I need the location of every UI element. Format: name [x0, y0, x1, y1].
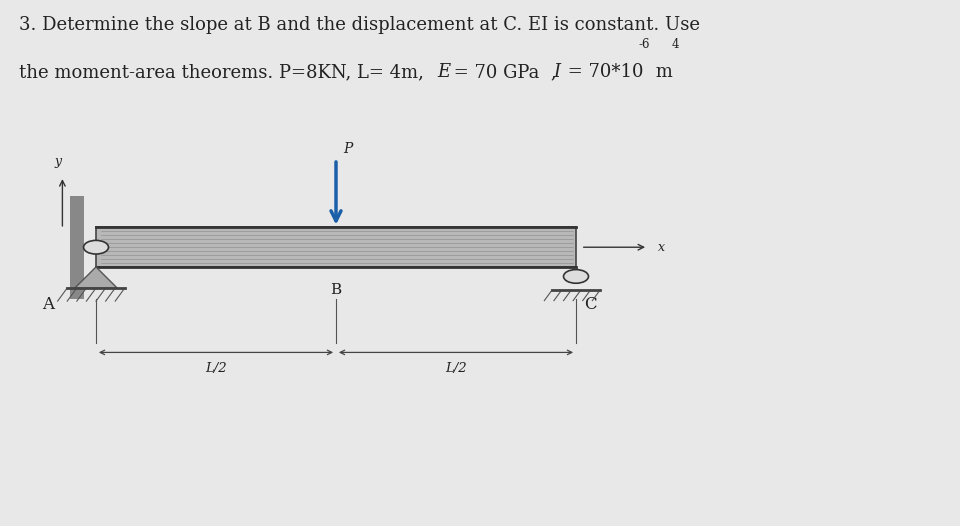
Text: I: I [553, 63, 560, 81]
Text: L/2: L/2 [445, 362, 467, 375]
Text: C: C [584, 296, 596, 313]
Circle shape [84, 240, 108, 254]
Text: 4: 4 [672, 38, 680, 51]
Text: the moment-area theorems. P=8KN, L= 4m,: the moment-area theorems. P=8KN, L= 4m, [19, 63, 436, 81]
Text: E: E [437, 63, 450, 81]
Text: B: B [330, 283, 342, 297]
Text: L/2: L/2 [205, 362, 227, 375]
Text: = 70 GPa  ,: = 70 GPa , [448, 63, 557, 81]
Text: y: y [54, 155, 61, 168]
Text: A: A [42, 296, 54, 313]
Text: -6: -6 [638, 38, 650, 51]
Bar [70, 196, 84, 298]
Circle shape [564, 269, 588, 283]
Text: m: m [650, 63, 673, 81]
Text: P: P [344, 143, 353, 157]
Text: = 70*10: = 70*10 [562, 63, 643, 81]
Bar [96, 227, 576, 267]
Text: 3. Determine the slope at B and the displacement at C. EI is constant. Use: 3. Determine the slope at B and the disp… [19, 16, 700, 34]
Polygon shape [75, 267, 117, 288]
Text: x: x [658, 241, 664, 254]
